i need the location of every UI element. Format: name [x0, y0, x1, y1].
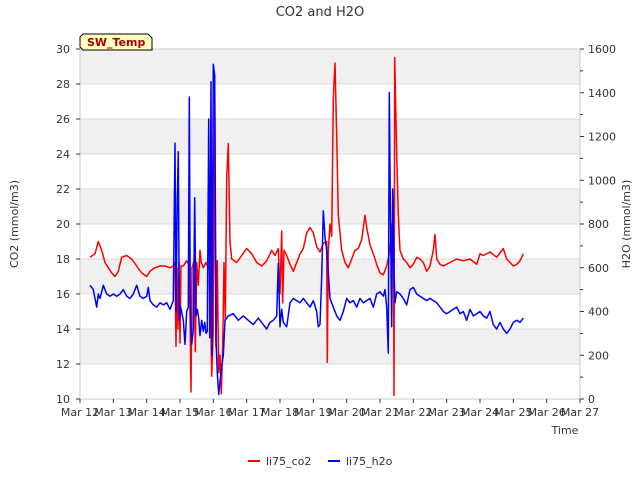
- legend-label-li75_h2o: li75_h2o: [346, 455, 393, 468]
- background-band: [80, 364, 580, 399]
- y-right-tick-label: 1200: [588, 131, 616, 144]
- x-tick-label: Mar 12: [61, 406, 99, 419]
- y-left-tick-label: 22: [56, 183, 70, 196]
- x-tick-label: Mar 13: [94, 406, 132, 419]
- legend-label-li75_co2: li75_co2: [266, 455, 311, 468]
- x-tick-label: Mar 16: [194, 406, 232, 419]
- x-tick-label: Mar 20: [328, 406, 366, 419]
- y-left-tick-label: 30: [56, 43, 70, 56]
- x-tick-label: Mar 23: [428, 406, 466, 419]
- y-left-tick-label: 12: [56, 358, 70, 371]
- x-tick-label: Mar 14: [128, 406, 166, 419]
- y-left-tick-label: 18: [56, 253, 70, 266]
- x-tick-label: Mar 27: [561, 406, 599, 419]
- background-band: [80, 329, 580, 364]
- x-tick-label: Mar 18: [261, 406, 299, 419]
- x-tick-label: Mar 17: [228, 406, 266, 419]
- background-band: [80, 49, 580, 84]
- chart-title: CO2 and H2O: [276, 5, 365, 20]
- y-left-tick-label: 28: [56, 78, 70, 91]
- y-left-tick-label: 24: [56, 148, 70, 161]
- plot-background-bands: [80, 49, 580, 399]
- x-tick-label: Mar 22: [394, 406, 432, 419]
- background-band: [80, 84, 580, 119]
- x-tick-label: Mar 26: [528, 406, 566, 419]
- x-axis-label: Time: [551, 424, 579, 437]
- y-right-tick-label: 1000: [588, 174, 616, 187]
- legend: li75_co2 li75_h2o: [248, 455, 393, 468]
- y-right-tick-label: 1400: [588, 87, 616, 100]
- background-band: [80, 189, 580, 224]
- series-line-li75_h2o: [89, 63, 524, 396]
- y-left-tick-label: 14: [56, 323, 70, 336]
- y-right-tick-label: 200: [588, 349, 609, 362]
- y-right-tick-label: 600: [588, 262, 609, 275]
- sw-temp-badge-label: SW_Temp: [87, 36, 146, 49]
- y-axis-left-label: CO2 (mmol/m3): [8, 180, 21, 268]
- background-band: [80, 119, 580, 154]
- y-axis-left: 10 12 14 16 18 20 22 24 26 28 30: [56, 43, 80, 406]
- background-band: [80, 154, 580, 189]
- y-right-tick-label: 1600: [588, 43, 616, 56]
- y-left-tick-label: 20: [56, 218, 70, 231]
- y-right-tick-label: 800: [588, 218, 609, 231]
- x-tick-label: Mar 15: [161, 406, 199, 419]
- y-axis-right: 0 200 400 600 800 1000 1200 1400 1600: [580, 43, 616, 406]
- sw-temp-badge: SW_Temp: [79, 33, 153, 51]
- x-tick-label: Mar 24: [461, 406, 499, 419]
- y-right-tick-label: 400: [588, 306, 609, 319]
- series-lines: [89, 57, 524, 397]
- x-tick-label: Mar 19: [294, 406, 332, 419]
- x-tick-label: Mar 25: [494, 406, 532, 419]
- y-axis-right-label: H2O (mmol/m3): [620, 180, 633, 269]
- y-left-tick-label: 10: [56, 393, 70, 406]
- y-right-tick-label: 0: [588, 393, 595, 406]
- y-left-tick-label: 26: [56, 113, 70, 126]
- x-tick-label: Mar 21: [361, 406, 399, 419]
- y-left-tick-label: 16: [56, 288, 70, 301]
